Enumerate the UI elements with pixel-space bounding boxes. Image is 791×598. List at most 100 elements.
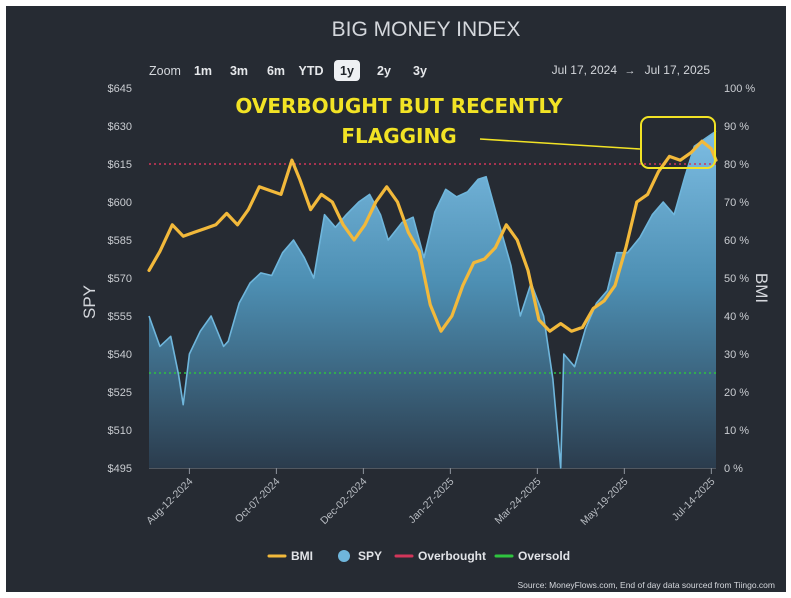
bmi-point — [625, 247, 627, 249]
spy-point — [159, 345, 161, 347]
spy-line — [148, 130, 717, 469]
y-right-tick-label: 100 % — [724, 83, 755, 95]
legend-item-oversold[interactable]: Oversold — [494, 549, 570, 563]
bmi-line — [147, 139, 718, 333]
bmi-point — [658, 171, 660, 173]
y-right-tick-label: 70 % — [724, 197, 749, 209]
bmi-point — [581, 326, 583, 328]
x-tick-label: Aug-12-2024 — [144, 476, 196, 528]
zoom-button-label: YTD — [299, 64, 324, 78]
zoom-button-ytd[interactable]: YTD — [299, 64, 324, 78]
spy-point — [303, 257, 305, 259]
y-right-tick-label: 40 % — [724, 311, 749, 323]
spy-point — [238, 302, 240, 304]
spy-point — [684, 176, 686, 178]
bmi-point — [505, 224, 507, 226]
bmi-point — [407, 231, 409, 233]
spy-point — [334, 226, 336, 228]
y-left-axis-title: SPY — [80, 285, 99, 319]
zoom-button-3m[interactable]: 3m — [230, 64, 248, 78]
y-right-tick-label: 30 % — [724, 349, 749, 361]
spy-point — [510, 264, 512, 266]
spy-point — [574, 366, 576, 368]
spy-point — [188, 353, 190, 355]
spy-point — [519, 315, 521, 317]
x-ticks: Aug-12-2024 Oct-07-2024 Dec-02-2024 Jan-27-… — [144, 467, 718, 528]
chart-title: BIG MONEY INDEX — [332, 18, 521, 41]
zoom-button-1y[interactable]: 1y — [334, 60, 360, 81]
zoom-controls: Zoom 1m 3m 6m YTD 1y 2y 3y — [149, 60, 427, 81]
spy-point — [639, 236, 641, 238]
spy-point — [423, 257, 425, 259]
spy-point — [412, 216, 414, 218]
annotation-pointer — [479, 138, 641, 150]
annotation-highlight-box — [640, 116, 716, 169]
bmi-point — [159, 250, 161, 252]
y-left-tick-label: $585 — [108, 235, 132, 247]
bmi-point — [701, 140, 703, 142]
bmi-point — [527, 269, 529, 271]
spy-point — [563, 353, 565, 355]
zoom-button-6m[interactable]: 6m — [267, 64, 285, 78]
spy-point — [499, 226, 501, 228]
bmi-point — [258, 186, 260, 188]
legend-item-bmi[interactable]: BMI — [267, 549, 313, 563]
spy-point — [358, 201, 360, 203]
spy-point — [560, 467, 562, 469]
bmi-point — [679, 159, 681, 161]
bmi-point — [538, 319, 540, 321]
bmi-point — [440, 330, 442, 332]
y-left-tick-label: $510 — [108, 425, 132, 437]
zoom-button-2y[interactable]: 2y — [377, 64, 391, 78]
y-right-tick-label: 10 % — [724, 425, 749, 437]
y-left-tick-label: $540 — [108, 349, 132, 361]
zoom-button-3y[interactable]: 3y — [413, 64, 427, 78]
spy-point — [199, 330, 201, 332]
zoom-button-label: 3y — [413, 64, 427, 78]
spy-point — [260, 272, 262, 274]
date-from[interactable]: Jul 17, 2024 — [552, 63, 618, 77]
y-right-tick-label: 50 % — [724, 273, 749, 285]
bmi-point — [484, 258, 486, 260]
spy-point — [626, 252, 628, 254]
chart-svg: BIG MONEY INDEX Zoom 1m 3m 6m YTD 1y 2y 3y Jul… — [80, 18, 775, 590]
spy-point — [456, 196, 458, 198]
spy-point — [282, 252, 284, 254]
bmi-point — [614, 285, 616, 287]
spy-point — [387, 239, 389, 241]
spy-point — [651, 214, 653, 216]
bmi-point — [148, 269, 150, 271]
bmi-point — [193, 231, 195, 233]
legend-item-spy[interactable]: SPY — [338, 549, 382, 563]
bmi-point — [386, 186, 388, 188]
spy-point — [148, 315, 150, 317]
bmi-point — [603, 300, 605, 302]
spy-point — [477, 178, 479, 180]
bmi-point — [473, 262, 475, 264]
spy-point — [223, 345, 225, 347]
plot-area — [147, 130, 718, 469]
bmi-point — [636, 201, 638, 203]
y-left-tick-label: $630 — [108, 121, 132, 133]
annotation-text-line1: OVERBOUGHT BUT RECENTLY — [235, 94, 563, 118]
bmi-point — [291, 159, 293, 161]
legend-label: Oversold — [518, 549, 570, 563]
spy-point — [379, 214, 381, 216]
spy-point — [227, 340, 229, 342]
bmi-point — [516, 239, 518, 241]
zoom-button-label: 1m — [194, 64, 212, 78]
legend-label: Overbought — [418, 549, 486, 563]
spy-point — [271, 274, 273, 276]
zoom-button-1m[interactable]: 1m — [194, 64, 212, 78]
date-to[interactable]: Jul 17, 2025 — [645, 63, 711, 77]
legend-item-overbought[interactable]: Overbought — [394, 549, 486, 563]
spy-point — [543, 315, 545, 317]
y-left-tick-label: $495 — [108, 463, 132, 475]
spy-point — [210, 315, 212, 317]
date-range-arrow-icon: → — [625, 65, 636, 77]
y-right-axis-title: BMI — [752, 273, 771, 303]
bmi-point — [320, 193, 322, 195]
source-note: Source: MoneyFlows.com, End of day data … — [518, 580, 775, 590]
x-tick-label: Jan-27-2025 — [406, 476, 456, 526]
spy-point — [249, 282, 251, 284]
